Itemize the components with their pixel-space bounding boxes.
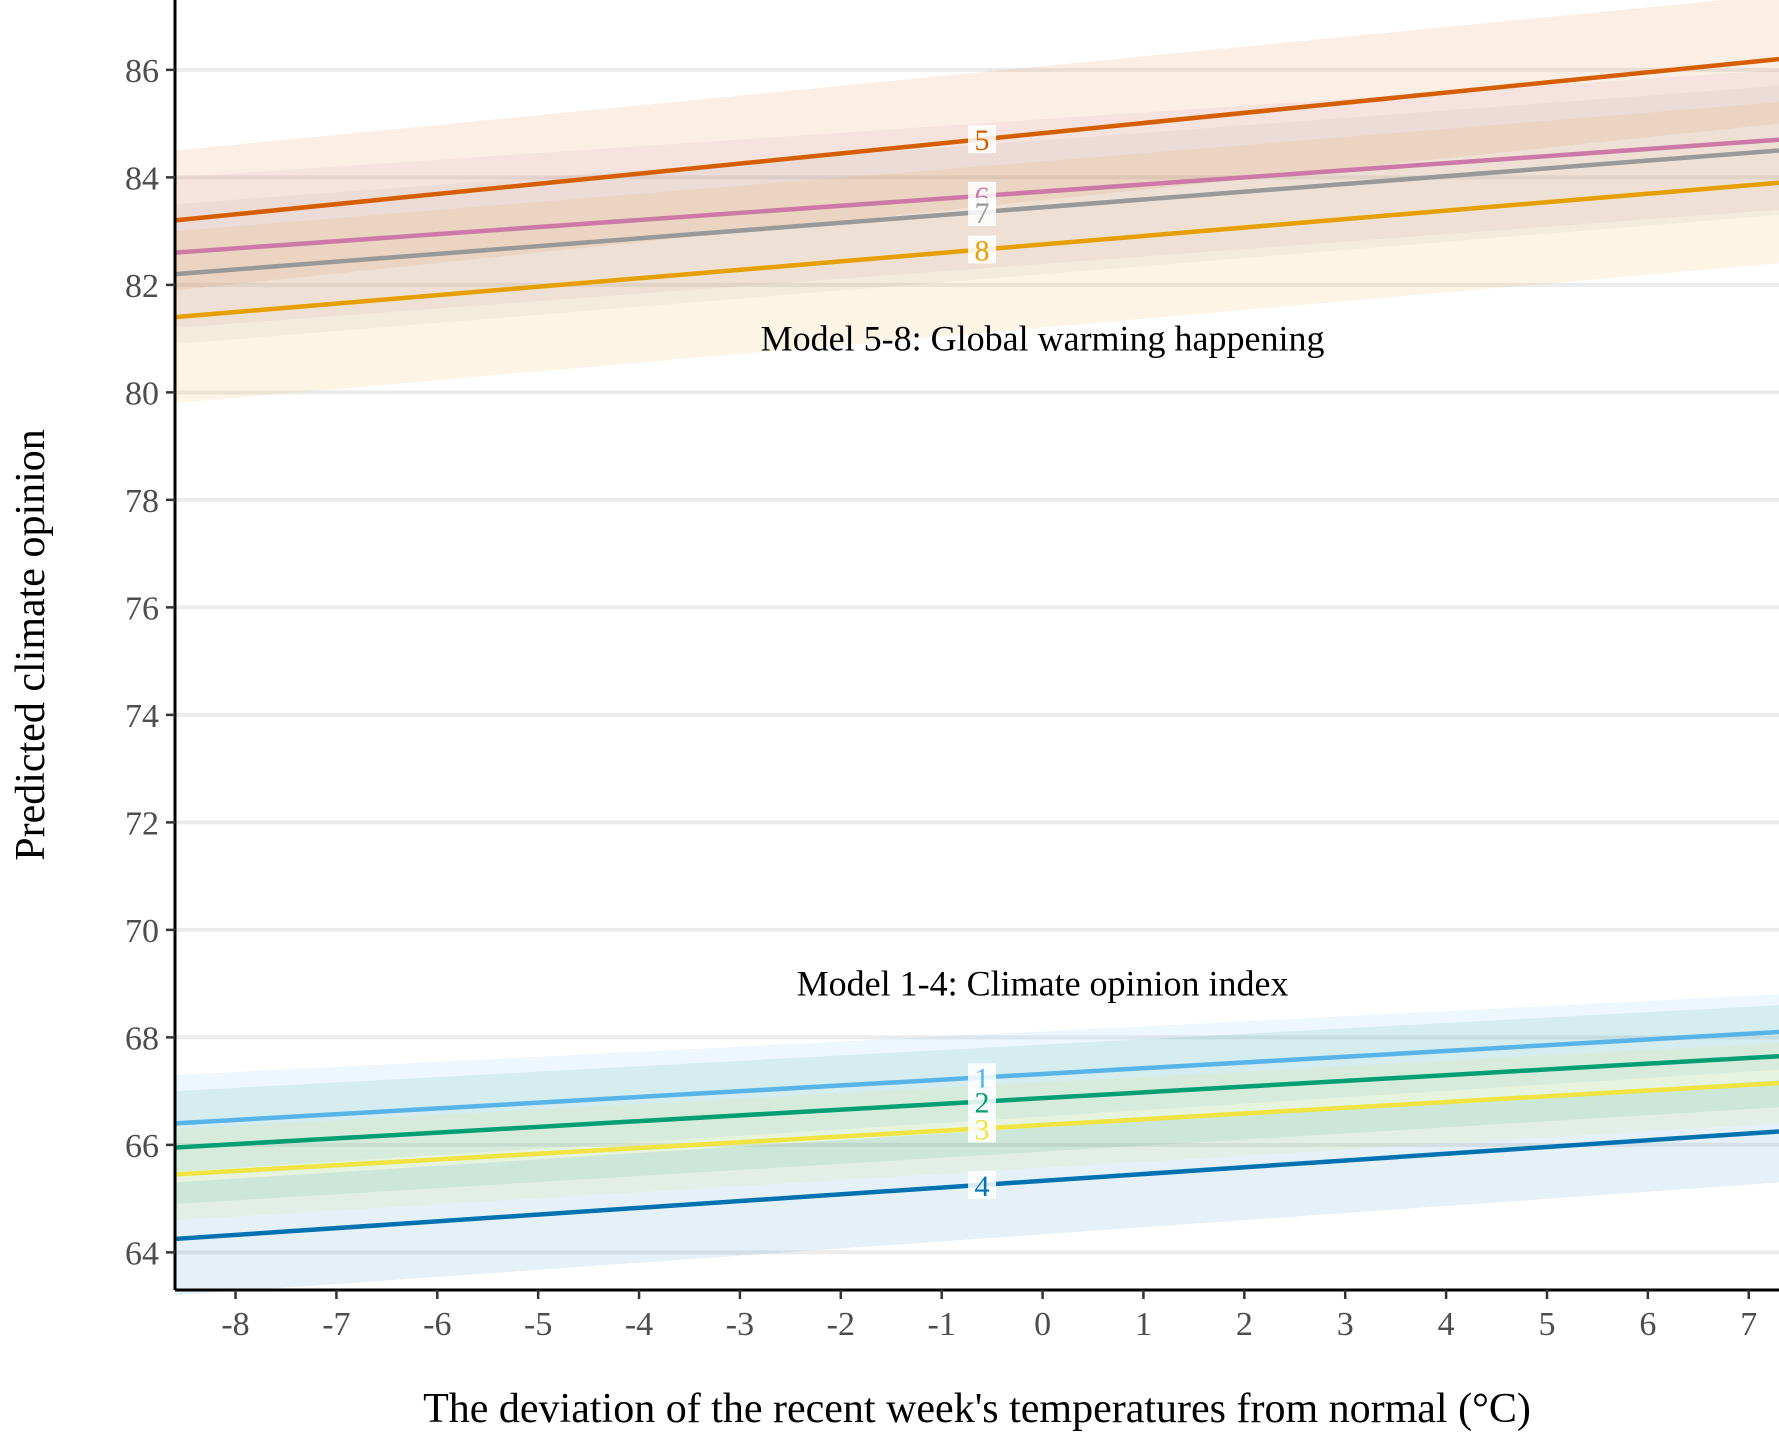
y-tick-label-70: 70 xyxy=(125,913,159,950)
x-tick-label-7: 7 xyxy=(1740,1306,1757,1343)
gridlines xyxy=(175,67,1779,1255)
series-label-bg-7 xyxy=(968,197,997,226)
x-tick-label--4: -4 xyxy=(625,1306,653,1343)
series-label-bg-2 xyxy=(968,1087,997,1116)
series-label-3: 3 xyxy=(975,1113,990,1146)
axes xyxy=(173,0,1779,1292)
series-label-4: 4 xyxy=(975,1170,990,1203)
series-label-8: 8 xyxy=(975,235,990,268)
x-tick-label-5: 5 xyxy=(1538,1306,1555,1343)
series-label-1: 1 xyxy=(975,1062,990,1095)
y-tick-label-68: 68 xyxy=(125,1020,159,1057)
annotation-2: Model 1-4: Climate opinion index xyxy=(797,964,1289,1004)
series-label-bg-1 xyxy=(968,1063,997,1092)
x-ticks: -8 -7 -6 -5 -4 -3 -2 -1 0 1 2 3 4 5 6 7 xyxy=(221,1290,1757,1343)
series-label-bg-3 xyxy=(968,1114,997,1143)
x-tick-label-3: 3 xyxy=(1337,1306,1354,1343)
series-label-5: 5 xyxy=(975,124,990,157)
x-tick-label-6: 6 xyxy=(1639,1306,1656,1343)
x-tick-label--1: -1 xyxy=(928,1306,956,1343)
x-tick-label-2: 2 xyxy=(1236,1306,1253,1343)
series-label-bg-5 xyxy=(968,125,997,154)
x-tick-label--7: -7 xyxy=(322,1306,350,1343)
x-tick-label--8: -8 xyxy=(221,1306,249,1343)
y-tick-label-84: 84 xyxy=(125,160,159,197)
annotation-1: Model 5-8: Global warming happening xyxy=(761,319,1325,359)
x-axis-title: The deviation of the recent week's tempe… xyxy=(423,1386,1531,1432)
series-label-bg-4 xyxy=(968,1170,997,1199)
y-tick-label-74: 74 xyxy=(125,698,159,735)
y-tick-label-82: 82 xyxy=(125,268,159,305)
y-tick-label-72: 72 xyxy=(125,805,159,842)
y-tick-label-80: 80 xyxy=(125,375,159,412)
x-tick-label--3: -3 xyxy=(726,1306,754,1343)
x-tick-label-1: 1 xyxy=(1135,1306,1152,1343)
annotations: Model 5-8: Global warming happening Model… xyxy=(761,319,1325,1004)
y-tick-label-66: 66 xyxy=(125,1128,159,1165)
y-axis-title: Predicted climate opinion xyxy=(8,429,54,861)
x-tick-label-4: 4 xyxy=(1438,1306,1455,1343)
y-tick-label-86: 86 xyxy=(125,53,159,90)
y-tick-label-64: 64 xyxy=(125,1235,159,1272)
x-tick-label--2: -2 xyxy=(827,1306,855,1343)
x-tick-label-0: 0 xyxy=(1034,1306,1051,1343)
y-tick-label-78: 78 xyxy=(125,483,159,520)
series-label-bg-8 xyxy=(968,235,997,264)
x-tick-label--5: -5 xyxy=(524,1306,552,1343)
y-ticks: 64 66 68 70 72 74 76 78 80 82 84 86 xyxy=(125,53,175,1272)
series-label-2: 2 xyxy=(975,1087,990,1120)
y-tick-label-76: 76 xyxy=(125,590,159,627)
series-label-7: 7 xyxy=(975,197,990,230)
x-tick-label--6: -6 xyxy=(423,1306,451,1343)
